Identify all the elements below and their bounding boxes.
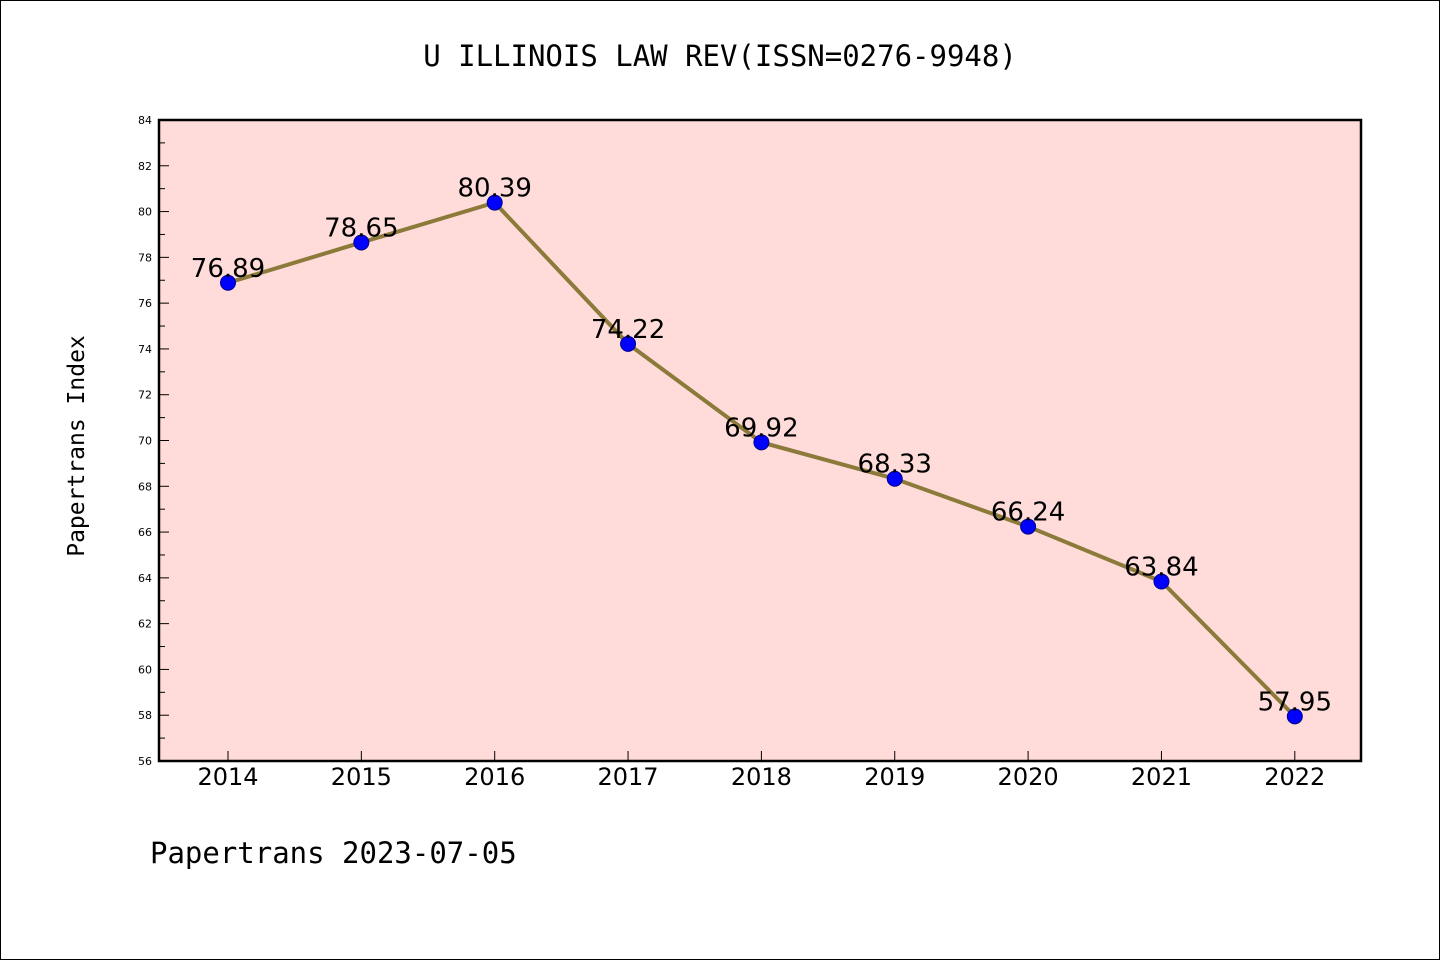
y-tick-label: 74: [138, 343, 152, 356]
data-point: [486, 194, 503, 211]
y-tick-label: 64: [138, 572, 152, 585]
x-tick-label: 2022: [1264, 763, 1325, 791]
y-tick-label: 72: [138, 389, 152, 402]
y-tick-label: 62: [138, 618, 152, 631]
data-label: 69.92: [724, 413, 798, 443]
data-label: 57.95: [1258, 687, 1332, 717]
y-tick-label: 70: [138, 435, 152, 448]
data-label: 66.24: [991, 498, 1065, 528]
data-point: [220, 274, 236, 291]
y-tick-label: 76: [138, 297, 152, 310]
x-tick-label: 2019: [864, 763, 925, 791]
x-tick-label: 2021: [1131, 763, 1192, 791]
y-tick-label: 66: [138, 526, 152, 539]
x-tick-label: 2015: [331, 763, 392, 791]
y-tick-label: 68: [138, 480, 152, 493]
x-axis: 2014 2015 2016 2017 2018 2019 2020 2021 2022: [197, 751, 1325, 791]
data-point: [886, 470, 903, 487]
y-tick-label: 60: [138, 663, 152, 676]
data-label: 63.84: [1124, 553, 1198, 583]
data-point: [353, 234, 370, 251]
data-label: 78.65: [324, 213, 398, 243]
y-tick-label: 58: [138, 709, 152, 722]
plot-border: [157, 118, 1363, 763]
footer-text: Papertrans 2023-07-05: [150, 836, 517, 870]
data-label: 80.39: [457, 174, 531, 204]
y-tick-label: 84: [138, 114, 152, 127]
data-point: [1286, 708, 1303, 725]
x-tick-label: 2014: [197, 763, 258, 791]
data-point: [620, 335, 637, 352]
x-tick-label: 2018: [731, 763, 792, 791]
data-labels: 76.89 78.65 80.39 74.22 69.92 68.33 66.24 63.84…: [191, 174, 1332, 718]
data-label: 74.22: [591, 315, 665, 345]
x-tick-label: 2017: [598, 763, 659, 791]
y-axis-label: Papertrans Index: [64, 335, 90, 557]
y-tick-label: 78: [138, 251, 152, 264]
data-point: [753, 434, 770, 451]
y-tick-label: 80: [138, 206, 152, 219]
chart-title: U ILLINOIS LAW REV(ISSN=0276-9948): [423, 39, 1017, 73]
y-tick-label: 56: [138, 755, 152, 768]
data-point: [1153, 573, 1170, 590]
y-axis: 56 58 60 62 64 66 68 70 72 74 76 78 80 82 84: [138, 114, 169, 768]
data-label: 76.89: [191, 254, 265, 284]
data-label: 68.33: [858, 450, 932, 480]
x-tick-label: 2016: [464, 763, 525, 791]
series-markers: [220, 194, 1303, 725]
y-tick-label: 82: [138, 160, 152, 173]
x-tick-label: 2020: [998, 763, 1059, 791]
data-point: [1020, 518, 1037, 535]
